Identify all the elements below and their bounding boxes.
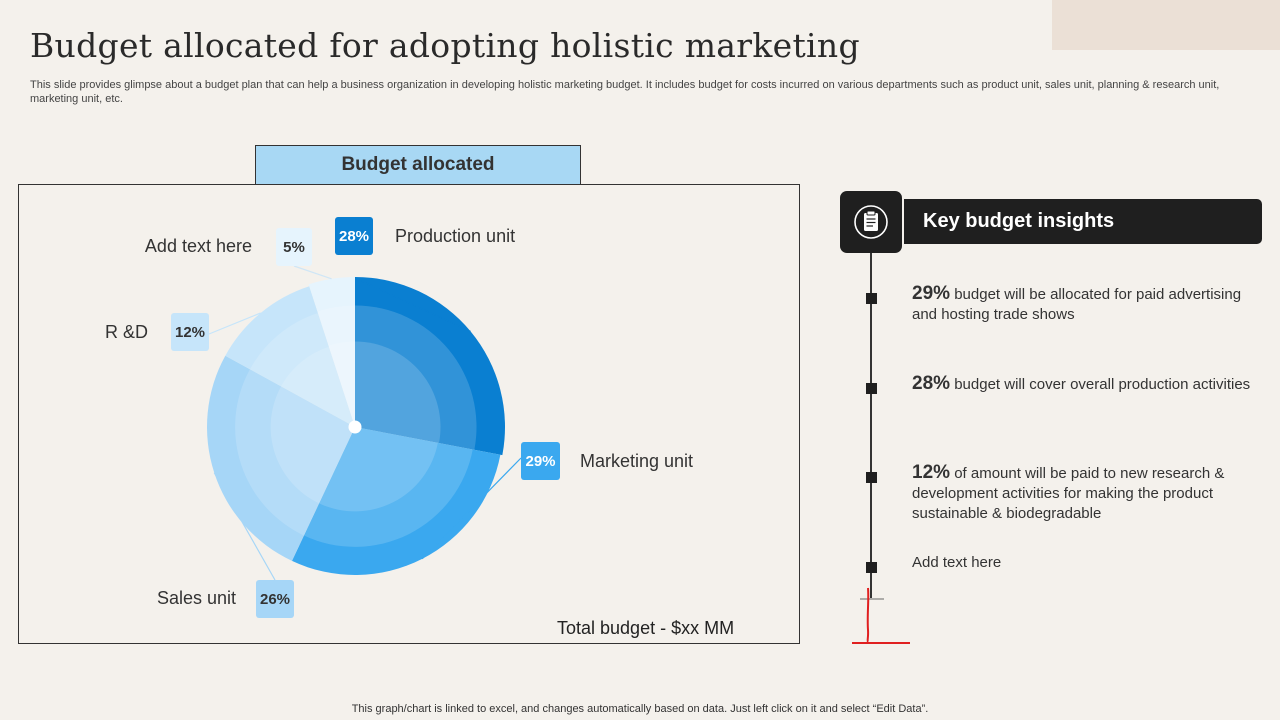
insight-text: budget will be allocated for paid advert…: [912, 286, 1242, 323]
chart-title: Budget allocated: [255, 145, 581, 185]
pie-slice-production-unit[interactable]: [355, 277, 505, 456]
pie-value-label: 29%: [521, 442, 560, 480]
pie-slice-ring: [355, 305, 477, 450]
pie-leader-line: [208, 312, 261, 335]
pie-value-label: 12%: [171, 313, 209, 351]
pie-category-label: Production unit: [395, 226, 516, 246]
pie-slice-add-text-here[interactable]: [308, 277, 355, 427]
insight-text: of amount will be paid to new research &…: [912, 465, 1225, 522]
pie-slice-ring: [355, 341, 441, 444]
pie-slice-r-d[interactable]: [225, 286, 355, 427]
pie-slice-base: [225, 286, 355, 427]
pie-slice-base: [308, 277, 355, 427]
corner-accent-block: [1052, 0, 1280, 50]
red-pen-annotation: [852, 587, 910, 644]
pie-center-dot: [348, 420, 362, 434]
pie-chart[interactable]: [0, 0, 820, 660]
pie-category-label: R &D: [104, 322, 148, 342]
timeline-bullet: [866, 472, 877, 483]
footer-note: This graph/chart is linked to excel, and…: [351, 703, 929, 715]
insight-text: Add text here: [912, 554, 1002, 571]
insights-icon-box: [840, 191, 902, 253]
timeline-bullet: [866, 293, 877, 304]
pie-slice-ring: [235, 369, 355, 536]
insight-item: 29% budget will be allocated for paid ad…: [912, 284, 1257, 325]
pie-leader-line: [421, 457, 522, 560]
timeline-bullet: [866, 383, 877, 394]
pie-slice-ring: [270, 386, 355, 504]
page-subtitle: This slide provides glimpse about a budg…: [30, 79, 1220, 105]
page-title: Budget allocated for adopting holistic m…: [30, 26, 860, 65]
insight-item: 12% of amount will be paid to new resear…: [912, 463, 1257, 524]
total-budget-annotation: Total budget - $xx MM: [557, 618, 735, 638]
pie-slice-ring: [319, 427, 438, 512]
clipboard-icon: [854, 205, 888, 239]
insight-pct: 12%: [912, 462, 951, 483]
insight-item: 28% budget will cover overall production…: [912, 374, 1257, 395]
pie-value-label: 5%: [276, 228, 312, 266]
insight-pct: 29%: [912, 283, 951, 304]
pie-leader-line: [213, 472, 276, 581]
insight-text: budget will cover overall production act…: [950, 376, 1251, 393]
pie-slice-sales-unit[interactable]: [206, 355, 355, 561]
insight-pct: 28%: [912, 373, 951, 394]
pie-leader-line: [354, 277, 471, 332]
pie-slice-ring: [303, 427, 473, 547]
pie-category-label: Add text here: [144, 236, 252, 256]
pie-leader-line: [293, 265, 332, 280]
pie-slice-base: [355, 277, 505, 456]
pie-slice-ring: [317, 305, 355, 427]
pie-slice-base: [206, 355, 355, 561]
insight-item: Add text here: [912, 552, 1257, 573]
pie-slice-ring: [328, 341, 355, 427]
pie-value-label: 28%: [335, 217, 373, 255]
pie-slice-marketing-unit[interactable]: [291, 427, 501, 575]
pie-slice-ring: [249, 312, 355, 427]
timeline-bullet: [866, 562, 877, 573]
pie-category-label: Marketing unit: [580, 451, 694, 471]
pie-slice-ring: [281, 346, 355, 427]
pie-slice-base: [291, 427, 501, 575]
pie-category-label: Sales unit: [156, 588, 236, 608]
insights-header: Key budget insights: [904, 199, 1262, 244]
pie-value-label: 26%: [256, 580, 294, 618]
timeline-line: [870, 253, 872, 598]
